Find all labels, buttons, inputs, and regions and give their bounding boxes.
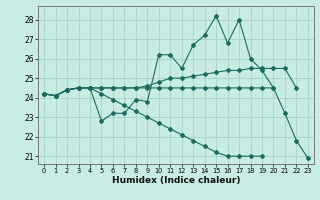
X-axis label: Humidex (Indice chaleur): Humidex (Indice chaleur) (112, 176, 240, 185)
